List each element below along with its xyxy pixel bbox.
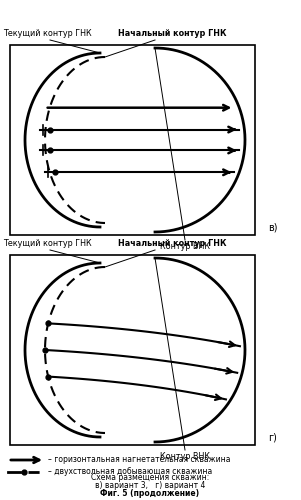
Text: в) вариант 3,   г) вариант 4: в) вариант 3, г) вариант 4 [95, 481, 205, 490]
Text: Фиг. 5 (продолжение): Фиг. 5 (продолжение) [101, 489, 200, 498]
Text: в): в) [268, 222, 278, 232]
Text: Начальный контур ГНК: Начальный контур ГНК [118, 239, 226, 248]
Bar [10, 255, 255, 445]
Text: Схема размещения скважин:: Схема размещения скважин: [91, 473, 209, 482]
Text: – двухствольная добывающая скважина: – двухствольная добывающая скважина [48, 468, 212, 476]
Text: Контур ВНК: Контур ВНК [160, 242, 210, 251]
Text: г): г) [268, 432, 277, 442]
Text: Текущий контур ГНК: Текущий контур ГНК [3, 239, 92, 248]
Bar [10, 45, 255, 235]
Text: Текущий контур ГНК: Текущий контур ГНК [3, 29, 92, 38]
Text: – горизонтальная нагнетательная скважина: – горизонтальная нагнетательная скважина [48, 456, 231, 464]
Text: Контур ВНК: Контур ВНК [160, 452, 210, 461]
Text: Начальный контур ГНК: Начальный контур ГНК [118, 29, 226, 38]
